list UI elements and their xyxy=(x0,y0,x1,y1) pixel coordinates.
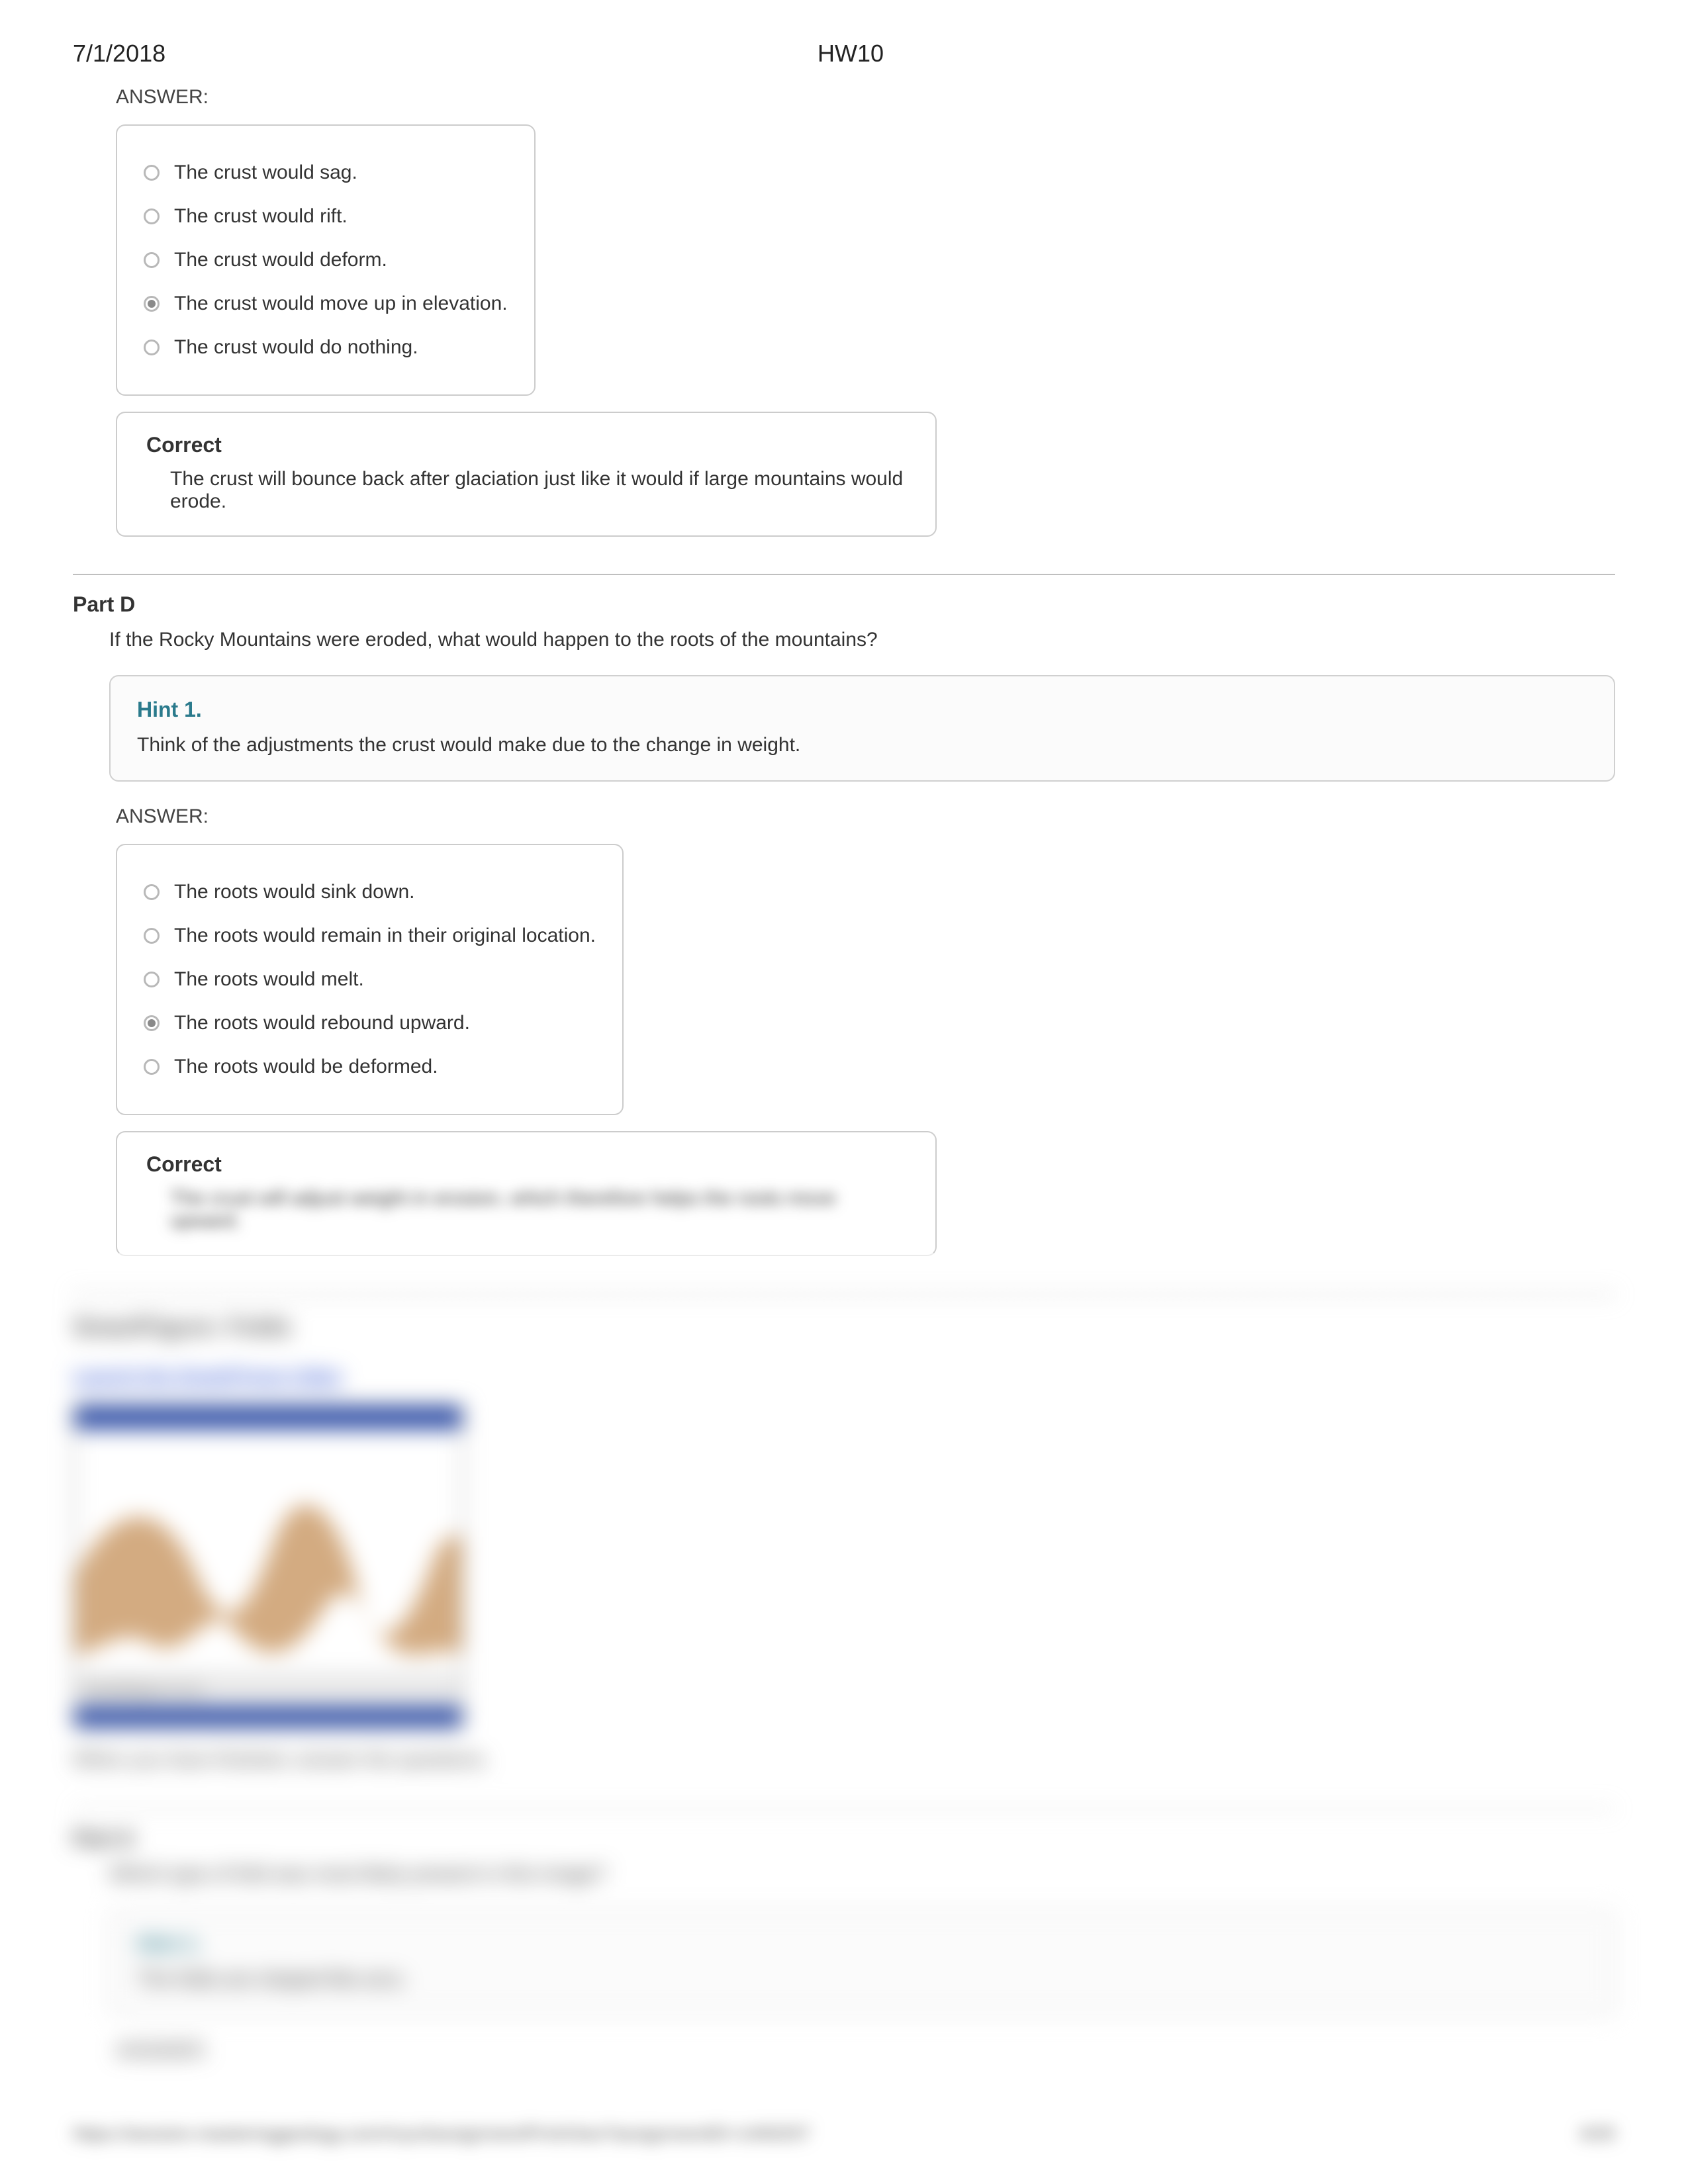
partd-options: The roots would sink down. The roots wou… xyxy=(116,844,624,1115)
option-text: The crust would sag. xyxy=(174,161,357,184)
answer-label: ANSWER: xyxy=(116,805,1615,828)
figure-topbar xyxy=(75,1406,461,1429)
option-row[interactable]: The roots would sink down. xyxy=(144,870,596,914)
option-row[interactable]: The roots would melt. xyxy=(144,958,596,1001)
hint-title: Hint 1. xyxy=(137,1932,1587,1956)
option-text: The crust would rift. xyxy=(174,205,348,228)
option-text: The crust would do nothing. xyxy=(174,336,418,359)
radio-icon[interactable] xyxy=(144,972,160,987)
option-row[interactable]: The crust would deform. xyxy=(144,238,508,282)
radio-icon[interactable] xyxy=(144,165,160,181)
option-row[interactable]: The roots would rebound upward. xyxy=(144,1001,596,1045)
partd-question: If the Rocky Mountains were eroded, what… xyxy=(109,629,1615,651)
figure-footbar xyxy=(75,1707,461,1727)
partc-feedback: Correct The crust will bounce back after… xyxy=(116,412,937,537)
option-row[interactable]: The crust would do nothing. xyxy=(144,326,508,369)
option-text: The roots would rebound upward. xyxy=(174,1012,470,1034)
figure-caption-text: SmartFigure 11.11 xyxy=(84,1682,203,1699)
hint-text: The folds are shaped like arcs. xyxy=(137,1968,1587,1991)
partd-feedback: Correct The crust will adjust weight in … xyxy=(116,1131,937,1256)
blurred-preview: SmartFigure: Folds Launch the SmartFigur… xyxy=(73,1293,1615,2062)
smartfigure-instruction: When you have finished, answer the quest… xyxy=(73,1749,1615,1771)
footer-url: https://session.masteringgeology.com/myc… xyxy=(73,2123,810,2144)
option-text: The roots would be deformed. xyxy=(174,1056,438,1078)
partd-title: Part D xyxy=(73,592,1615,617)
radio-icon[interactable] xyxy=(144,252,160,268)
section-divider xyxy=(73,574,1615,575)
option-text: The roots would remain in their original… xyxy=(174,925,596,947)
smartfigure-card[interactable]: SmartFigure 11.11 xyxy=(73,1404,463,1729)
option-text: The roots would sink down. xyxy=(174,881,415,903)
header-title: HW10 xyxy=(86,40,1615,68)
hint-title: Hint 1. xyxy=(137,698,1587,722)
fold-wave-icon xyxy=(75,1430,461,1674)
feedback-text: The crust will bounce back after glaciat… xyxy=(146,468,906,513)
page-header: 7/1/2018 HW10 xyxy=(73,40,1615,68)
figure-body xyxy=(75,1429,461,1674)
section-divider xyxy=(73,1808,1615,1809)
radio-icon[interactable] xyxy=(144,928,160,944)
partc-options: The crust would sag. The crust would rif… xyxy=(116,124,536,396)
smartfigure-link[interactable]: Launch the SmartFigure Video xyxy=(73,1365,1615,1387)
option-row[interactable]: The crust would rift. xyxy=(144,195,508,238)
parta-question: Which type of fold was most likely prese… xyxy=(109,1863,1615,1886)
radio-icon[interactable] xyxy=(144,1059,160,1075)
option-row[interactable]: The crust would move up in elevation. xyxy=(144,282,508,326)
option-row[interactable]: The roots would be deformed. xyxy=(144,1045,596,1089)
option-text: The roots would melt. xyxy=(174,968,364,991)
figure-caption: SmartFigure 11.11 xyxy=(75,1674,461,1707)
option-text: The crust would move up in elevation. xyxy=(174,293,508,315)
answer-label: ANSWER: xyxy=(116,2040,1615,2062)
radio-icon[interactable] xyxy=(144,296,160,312)
hint-text: Think of the adjustments the crust would… xyxy=(137,734,1587,756)
smartfigure-heading: SmartFigure: Folds xyxy=(73,1313,1615,1341)
radio-icon[interactable] xyxy=(144,884,160,900)
answer-label: ANSWER: xyxy=(116,86,1615,109)
option-row[interactable]: The crust would sag. xyxy=(144,151,508,195)
feedback-title: Correct xyxy=(146,433,906,457)
radio-icon[interactable] xyxy=(144,208,160,224)
radio-icon[interactable] xyxy=(144,340,160,355)
footer-page: 4/20 xyxy=(1579,2123,1616,2144)
parta-title: Part A xyxy=(73,1827,1615,1851)
option-row[interactable]: The roots would remain in their original… xyxy=(144,914,596,958)
feedback-text: The crust will adjust weight in erosion,… xyxy=(146,1187,906,1232)
feedback-title: Correct xyxy=(146,1152,906,1177)
section-divider xyxy=(73,1293,1615,1296)
partd-hint: Hint 1. Think of the adjustments the cru… xyxy=(109,675,1615,782)
parta-hint: Hint 1. The folds are shaped like arcs. xyxy=(109,1909,1615,2016)
option-text: The crust would deform. xyxy=(174,249,387,271)
radio-icon[interactable] xyxy=(144,1015,160,1031)
